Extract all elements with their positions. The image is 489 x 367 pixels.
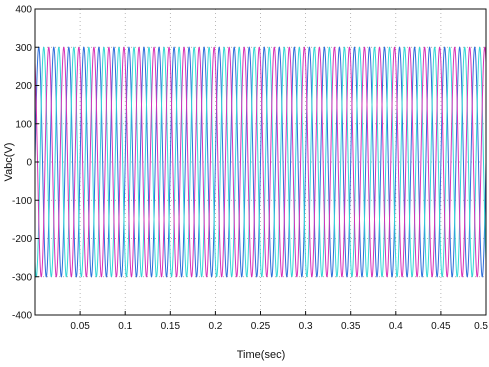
x-tick-label: 0.3 [299,321,313,332]
x-axis-label: Time(sec) [237,349,285,361]
y-tick-labels: -400 -300 -200 -100 0 100 200 300 400 [12,5,32,322]
x-tick-label: 0.45 [431,321,451,332]
x-tick-label: 0.25 [251,321,271,332]
y-tick-label: 200 [15,81,32,92]
series-line [34,46,487,278]
x-tick-label: 0.35 [341,321,361,332]
series-line [34,46,487,278]
y-tick-label: 300 [15,43,32,54]
y-tick-label: 100 [15,119,32,130]
y-tick-label: -100 [12,196,32,207]
y-tick-label: 0 [26,158,32,169]
y-tick-label: 400 [15,5,32,16]
x-tick-label: 0.15 [161,321,181,332]
y-axis-label: Vabc(V) [3,143,15,182]
x-tick-label: 0.5 [474,321,488,332]
y-tick-label: -200 [12,234,32,245]
series-group [34,46,487,278]
series-line [34,46,487,278]
y-tick-label: -300 [12,272,32,283]
x-tick-label: 0.4 [389,321,403,332]
x-tick-label: 0.2 [208,321,222,332]
tick-marks [35,8,487,316]
y-tick-label: -400 [12,311,32,322]
x-tick-label: 0.1 [118,321,132,332]
x-tick-labels: 0.05 0.1 0.15 0.2 0.25 0.3 0.35 0.4 0.45 0.5 [70,321,488,332]
x-tick-label: 0.05 [70,321,90,332]
